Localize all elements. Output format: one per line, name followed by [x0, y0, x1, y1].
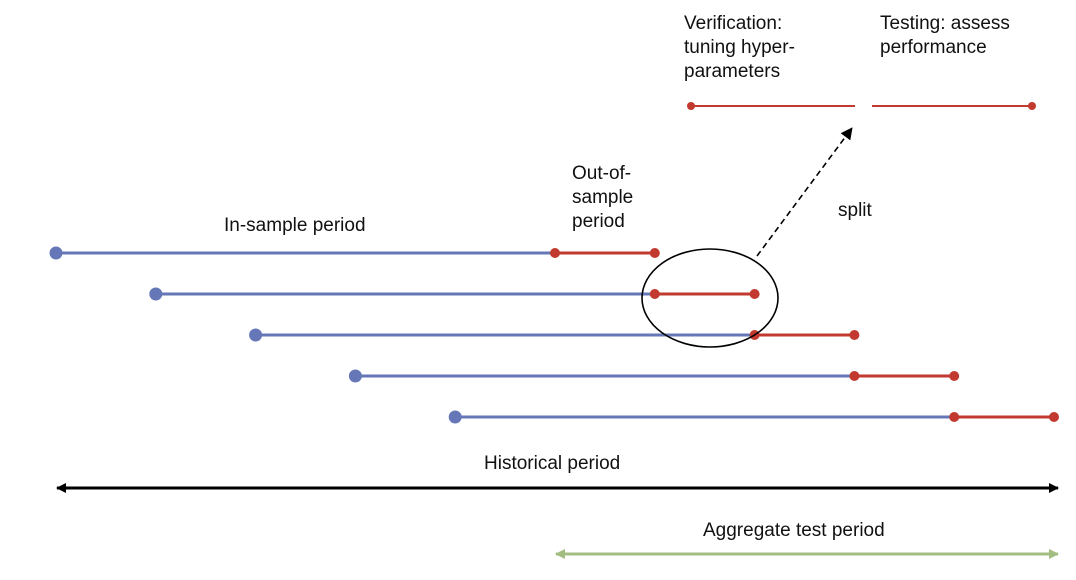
out-of-sample-end-dot-1 — [649, 248, 660, 258]
out-of-sample-start-dot-4 — [849, 371, 860, 381]
out-of-sample-end-dot-5 — [1049, 412, 1059, 422]
split-arrow — [756, 127, 853, 257]
out-of-sample-start-dot-1 — [550, 248, 560, 258]
testing-label: Testing: assess performance — [880, 13, 1010, 58]
out-of-sample-end-dot-3 — [849, 330, 860, 340]
in-sample-label: In-sample period — [224, 215, 366, 236]
in-sample-start-dot-1 — [49, 246, 63, 260]
verification-label: Verification: tuning hyper- parameters — [684, 13, 795, 82]
out-of-sample-start-dot-2 — [649, 289, 660, 299]
split-segments — [687, 102, 1036, 110]
historical-period-label: Historical period — [484, 453, 621, 474]
highlight-ellipse — [641, 248, 779, 348]
in-sample-start-dot-5 — [448, 410, 462, 424]
verification-start-dot — [687, 102, 695, 110]
split-label: split — [838, 200, 872, 221]
out-of-sample-label: Out-of- sample period — [572, 163, 634, 232]
in-sample-start-dot-4 — [348, 369, 362, 383]
out-of-sample-end-dot-4 — [949, 371, 960, 381]
testing-end-dot — [1028, 102, 1036, 110]
aggregate-test-period-label: Aggregate test period — [703, 520, 885, 541]
out-of-sample-end-dot-2 — [749, 289, 760, 299]
in-sample-start-dot-3 — [249, 328, 263, 342]
rolling-windows — [49, 246, 1059, 424]
out-of-sample-start-dot-5 — [949, 412, 960, 422]
in-sample-start-dot-2 — [149, 287, 163, 301]
